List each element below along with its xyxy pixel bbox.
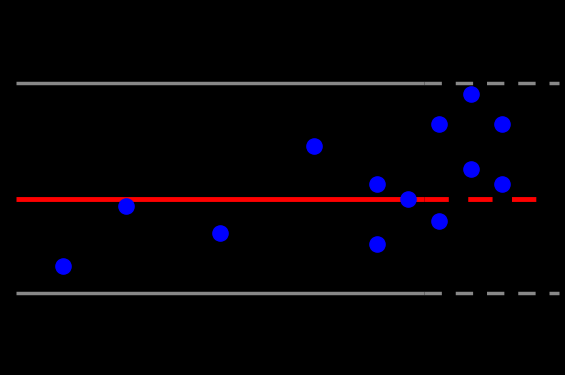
Point [466, 166, 475, 172]
Point [310, 143, 319, 149]
Point [466, 91, 475, 97]
Point [58, 263, 67, 269]
Point [435, 218, 444, 224]
Point [121, 203, 130, 209]
Point [372, 241, 381, 247]
Point [403, 196, 412, 202]
Point [215, 230, 224, 236]
Point [435, 121, 444, 127]
Point [498, 181, 507, 187]
Point [372, 181, 381, 187]
Point [498, 121, 507, 127]
